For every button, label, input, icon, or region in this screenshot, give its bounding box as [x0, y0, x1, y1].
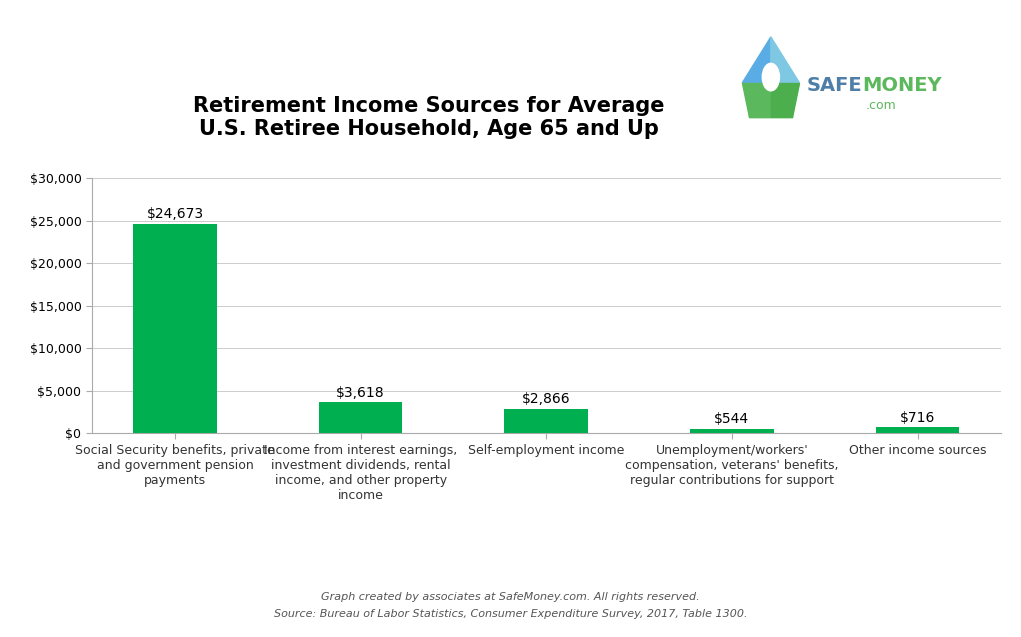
Polygon shape — [742, 37, 771, 83]
Bar — [133, 224, 216, 433]
Bar — [319, 403, 402, 433]
Text: $2,866: $2,866 — [522, 392, 571, 406]
Polygon shape — [749, 83, 792, 117]
Text: $544: $544 — [715, 412, 749, 426]
Text: $3,618: $3,618 — [336, 386, 385, 400]
Text: .com: .com — [866, 99, 896, 111]
Bar — [690, 429, 774, 433]
Polygon shape — [771, 37, 799, 83]
Bar — [876, 427, 960, 433]
Text: $716: $716 — [900, 410, 935, 424]
Circle shape — [763, 63, 779, 91]
Text: Source: Bureau of Labor Statistics, Consumer Expenditure Survey, 2017, Table 130: Source: Bureau of Labor Statistics, Cons… — [274, 609, 747, 619]
Polygon shape — [742, 83, 771, 117]
Text: Retirement Income Sources for Average
U.S. Retiree Household, Age 65 and Up: Retirement Income Sources for Average U.… — [193, 96, 665, 139]
Bar — [504, 409, 588, 433]
Polygon shape — [771, 83, 799, 117]
Text: MONEY: MONEY — [863, 76, 942, 96]
Text: Graph created by associates at SafeMoney.com. All rights reserved.: Graph created by associates at SafeMoney… — [322, 592, 699, 602]
Text: $24,673: $24,673 — [146, 207, 203, 221]
Text: SAFE: SAFE — [807, 76, 862, 96]
